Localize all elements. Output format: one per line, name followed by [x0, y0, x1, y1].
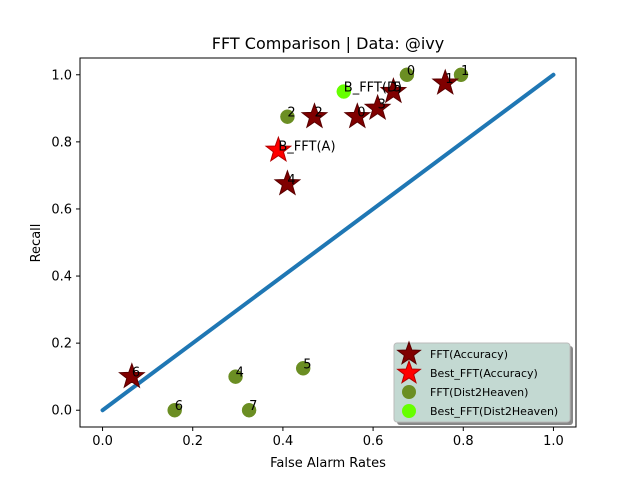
star-marker [379, 77, 408, 104]
legend-star-marker [396, 359, 422, 384]
y-tick-label: 0.2 [51, 337, 72, 352]
legend-circle-marker [402, 404, 416, 418]
point-label: 4 [287, 173, 295, 188]
legend-entry-label: FFT(Accuracy) [430, 348, 508, 361]
star-marker [300, 102, 329, 129]
y-tick-label: 0.4 [51, 270, 72, 285]
point-label: B_FFT(A) [278, 139, 335, 154]
star-marker [343, 102, 372, 129]
point-label: 6 [175, 399, 183, 414]
circle-marker [167, 402, 182, 418]
legend-box [393, 342, 571, 423]
legend: FFT(Accuracy) Best_FFT(Accuracy) FFT(Dist2… [393, 340, 573, 425]
circle-marker [241, 402, 257, 418]
star-marker [264, 135, 293, 162]
chart-title: FFT Comparison | Data: @ivy [212, 34, 444, 53]
x-tick-label: 0.4 [273, 434, 294, 449]
y-tick-label: 0.6 [51, 202, 72, 217]
point-label: 5 [303, 357, 311, 372]
legend-entry-label: Best_FFT(Accuracy) [430, 367, 538, 380]
circle-marker [399, 67, 415, 83]
point-label: 1 [461, 64, 469, 79]
point-label: 0 [357, 106, 365, 121]
x-tick-label: 1.0 [543, 434, 564, 449]
points-layer [118, 67, 469, 418]
circle-marker [453, 67, 469, 83]
point-label: 4 [236, 366, 244, 381]
x-tick-label: 0.6 [363, 434, 384, 449]
circle-marker [336, 84, 352, 99]
point-label: 7 [249, 399, 257, 414]
y-tick-label: 1.0 [51, 68, 72, 83]
x-axis-label: False Alarm Rates [270, 456, 386, 471]
circle-marker [280, 109, 295, 124]
plot-frame [79, 57, 577, 428]
legend-entry-label: Best_FFT(Dist2Heaven) [430, 405, 558, 418]
y-tick-label: 0.8 [51, 135, 72, 150]
legend-star-marker [396, 340, 422, 365]
y-axis-ticks: 0.0 0.2 0.4 0.6 0.8 1.0 [51, 68, 80, 419]
star-marker [118, 362, 146, 389]
point-label: 1 [445, 72, 453, 87]
star-marker [431, 68, 460, 95]
y-axis-label: Recall [29, 224, 44, 263]
point-label: 2 [314, 106, 322, 121]
x-tick-label: 0.8 [453, 434, 474, 449]
point-label: 2 [287, 106, 295, 121]
legend-entry-label: FFT(Dist2Heaven) [430, 386, 528, 399]
legend-circle-marker [402, 385, 416, 399]
point-label: 3 [378, 97, 386, 112]
point-label: B_FFT(D) [344, 81, 402, 96]
circle-marker [228, 369, 243, 384]
y-tick-label: 0.0 [51, 404, 72, 419]
x-tick-label: 0.0 [92, 434, 113, 449]
x-axis-ticks: 0.0 0.2 0.4 0.6 0.8 1.0 [92, 427, 564, 449]
x-tick-label: 0.2 [182, 434, 203, 449]
circle-marker [295, 361, 311, 376]
star-marker [273, 169, 302, 196]
star-marker [363, 93, 392, 121]
diagonal-line [100, 72, 556, 413]
point-label: 0 [407, 64, 415, 79]
diagonal-line-layer [100, 72, 556, 413]
point-label: 5 [393, 81, 401, 96]
point-label: 6 [132, 366, 140, 381]
